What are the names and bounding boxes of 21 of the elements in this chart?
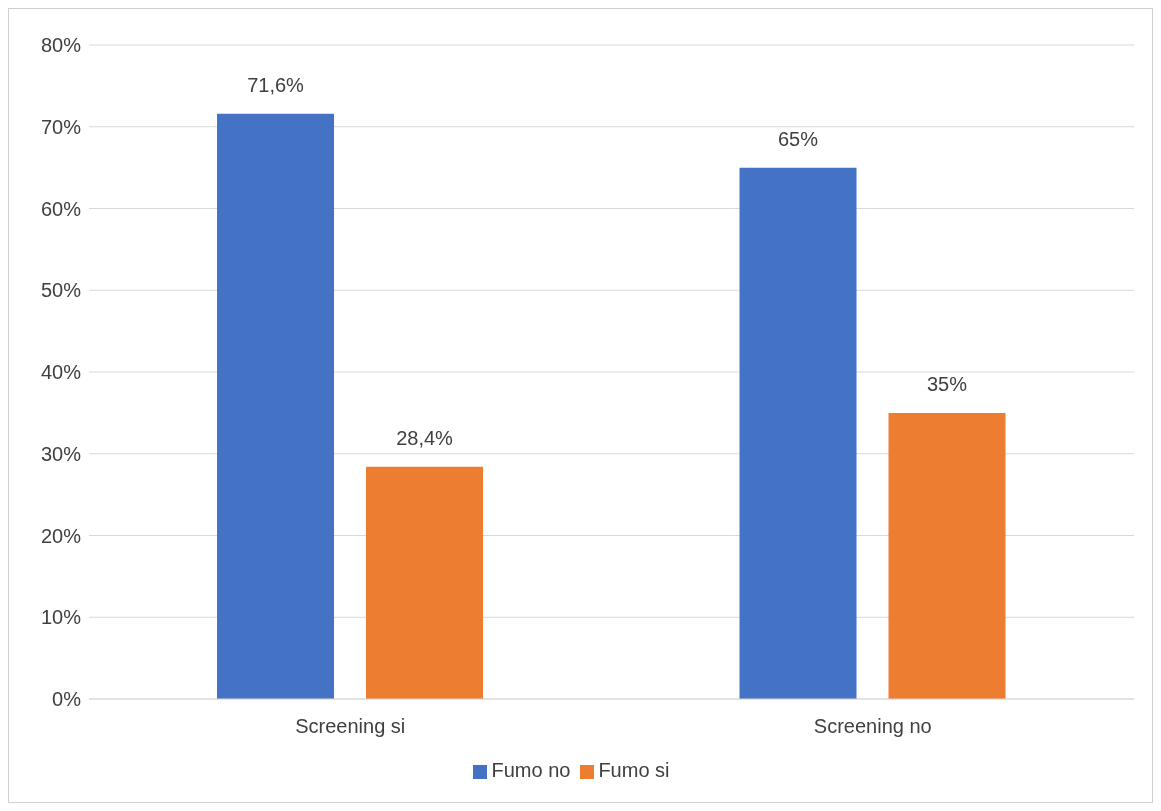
bar	[739, 167, 857, 699]
data-label: 65%	[778, 127, 819, 150]
data-label: 28,4%	[396, 426, 454, 449]
y-tick-label: 0%	[52, 688, 82, 711]
y-tick-label: 20%	[40, 524, 82, 547]
legend-label: Fumo si	[598, 759, 670, 781]
y-tick-label: 80%	[40, 34, 82, 57]
bar	[217, 113, 335, 699]
y-tick-label: 70%	[40, 115, 82, 138]
bar	[366, 466, 484, 699]
y-tick-label: 30%	[40, 442, 82, 465]
x-tick-label: Screening no	[813, 715, 932, 738]
y-tick-label: 10%	[40, 606, 82, 629]
data-label: 35%	[927, 372, 968, 395]
bar	[888, 412, 1006, 699]
legend-label: Fumo no	[491, 759, 571, 781]
y-tick-label: 40%	[40, 361, 82, 384]
x-tick-label: Screening si	[295, 715, 406, 738]
y-tick-label: 50%	[40, 279, 82, 302]
data-label: 71,6%	[247, 73, 305, 96]
y-tick-label: 60%	[40, 197, 82, 220]
